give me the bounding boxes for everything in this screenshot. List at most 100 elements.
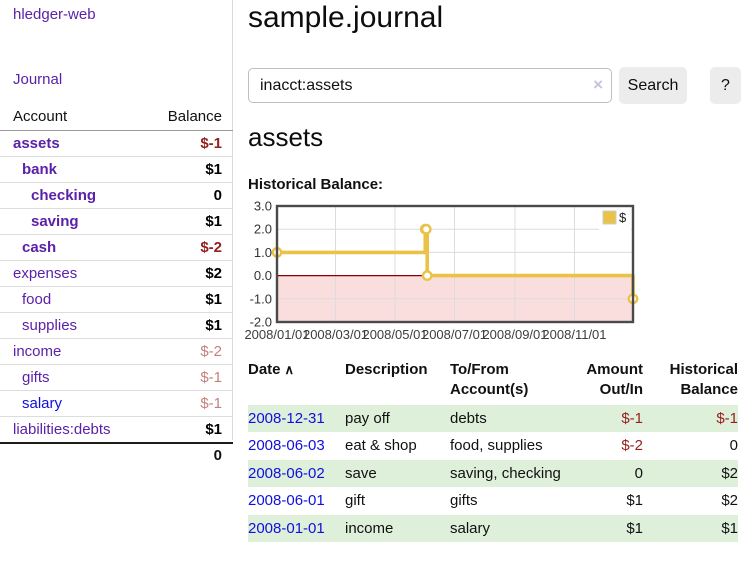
transaction-description: save bbox=[345, 464, 377, 482]
y-tick-label: -2.0 bbox=[250, 315, 272, 330]
transaction-amount: $1 bbox=[626, 519, 643, 537]
account-row: saving $1 bbox=[0, 209, 233, 235]
transaction-row: 2008-06-03 eat & shop food, supplies $-2 0 bbox=[248, 432, 738, 460]
transaction-description: income bbox=[345, 519, 394, 537]
transaction-amount: $1 bbox=[626, 492, 643, 510]
account-row: salary $-1 bbox=[0, 391, 233, 417]
register-table: Date ∧ Description To/From Account(s) Amo… bbox=[248, 358, 738, 543]
account-row: supplies $1 bbox=[0, 313, 233, 339]
transaction-accounts: salary bbox=[450, 519, 491, 537]
x-tick-label: 2008/07/01 bbox=[422, 327, 487, 342]
transaction-amount: $-1 bbox=[621, 409, 643, 427]
accounts-column-header: To/From Account(s) bbox=[450, 361, 529, 398]
sidebar-item-journal[interactable]: Journal bbox=[13, 71, 63, 88]
transaction-amount: 0 bbox=[634, 464, 643, 482]
sidebar-account-link[interactable]: saving bbox=[31, 213, 79, 230]
transaction-balance: $2 bbox=[721, 464, 738, 482]
x-tick-label: 2008/01/01 bbox=[244, 327, 309, 342]
transaction-accounts: debts bbox=[450, 409, 487, 427]
search-input-wrap: × bbox=[248, 68, 612, 103]
account-row: food $1 bbox=[0, 287, 233, 313]
register-header-row: Date ∧ Description To/From Account(s) Amo… bbox=[248, 358, 738, 405]
accounts-table: Account Balance assets $-1 bank $1 checking 0… bbox=[0, 104, 233, 468]
sidebar-account-link[interactable]: gifts bbox=[22, 369, 50, 386]
transaction-amount: $-2 bbox=[621, 437, 643, 455]
account-column-header: Account bbox=[13, 108, 68, 125]
account-balance: $1 bbox=[205, 421, 222, 438]
sidebar-account-link[interactable]: food bbox=[22, 291, 52, 308]
data-point-marker bbox=[420, 223, 432, 235]
accounts-rows: assets $-1 bank $1 checking 0 saving $1 cash $-2 e… bbox=[0, 131, 233, 442]
sidebar-account-link[interactable]: bank bbox=[22, 161, 58, 178]
transaction-date-link[interactable]: 2008-12-31 bbox=[248, 409, 325, 427]
description-column-header: Description bbox=[345, 361, 428, 378]
transaction-description: gift bbox=[345, 492, 366, 510]
account-balance: $1 bbox=[205, 317, 222, 334]
transaction-description: pay off bbox=[345, 409, 390, 427]
account-row: liabilities:debts $1 bbox=[0, 417, 233, 442]
transaction-accounts: saving, checking bbox=[450, 464, 561, 482]
sidebar-account-link[interactable]: salary bbox=[22, 395, 63, 412]
transaction-date-link[interactable]: 2008-06-02 bbox=[248, 464, 325, 482]
account-balance: $-2 bbox=[200, 239, 222, 256]
transaction-date-link[interactable]: 2008-06-03 bbox=[248, 437, 325, 455]
account-balance: $-1 bbox=[200, 135, 222, 152]
account-row: income $-2 bbox=[0, 339, 233, 365]
page-title: sample.journal bbox=[248, 1, 444, 34]
sidebar-account-link[interactable]: assets bbox=[13, 135, 60, 152]
account-balance: $-2 bbox=[200, 343, 222, 360]
accounts-total-row: 0 bbox=[0, 442, 233, 468]
sidebar: hledger-web Journal Account Balance asse… bbox=[0, 0, 233, 464]
amount-column-header: Amount Out/In bbox=[586, 361, 643, 398]
transaction-date-link[interactable]: 2008-06-01 bbox=[248, 492, 325, 510]
sidebar-account-link[interactable]: supplies bbox=[22, 317, 78, 334]
y-tick-label: 3.0 bbox=[254, 200, 272, 214]
transaction-balance: $2 bbox=[721, 492, 738, 510]
search-bar: × Search ? bbox=[248, 67, 741, 104]
search-button[interactable]: Search bbox=[619, 67, 687, 104]
clear-search-icon[interactable]: × bbox=[593, 75, 603, 94]
account-row: expenses $2 bbox=[0, 261, 233, 287]
account-row: checking 0 bbox=[0, 183, 233, 209]
transaction-balance: $1 bbox=[721, 519, 738, 537]
transaction-accounts: gifts bbox=[450, 492, 478, 510]
help-button[interactable]: ? bbox=[710, 67, 741, 104]
transaction-balance: 0 bbox=[729, 437, 738, 455]
account-balance: 0 bbox=[213, 187, 222, 204]
balance-column-header2: Historical Balance bbox=[669, 361, 738, 398]
sidebar-account-link[interactable]: expenses bbox=[13, 265, 78, 282]
transaction-row: 2008-01-01 income salary $1 $1 bbox=[248, 514, 738, 543]
transaction-balance: $-1 bbox=[716, 409, 738, 427]
y-tick-label: 2.0 bbox=[254, 222, 272, 237]
account-row: bank $1 bbox=[0, 157, 233, 183]
sidebar-account-link[interactable]: cash bbox=[22, 239, 57, 256]
account-balance: $-1 bbox=[200, 369, 222, 386]
y-tick-label: -1.0 bbox=[250, 291, 272, 306]
total-balance: 0 bbox=[213, 447, 222, 464]
account-balance: $1 bbox=[205, 161, 222, 178]
date-column-header[interactable]: Date ∧ bbox=[248, 361, 295, 378]
legend-swatch bbox=[602, 210, 617, 225]
balance-column-header: Balance bbox=[167, 108, 222, 125]
chart-title: Historical Balance: bbox=[248, 176, 384, 193]
transaction-date-link[interactable]: 2008-01-01 bbox=[248, 519, 325, 537]
account-heading: assets bbox=[248, 122, 324, 152]
app-brand-link[interactable]: hledger-web bbox=[13, 6, 96, 23]
sort-asc-icon: ∧ bbox=[284, 362, 295, 377]
x-tick-label: 2008/11/01 bbox=[542, 327, 606, 342]
sidebar-account-link[interactable]: income bbox=[13, 343, 62, 360]
historical-balance-chart: $3.0 2.0 1.0 0.0 -1.0 -2.02008/01/012008/03/0… bbox=[244, 200, 639, 342]
account-balance: $-1 bbox=[200, 395, 222, 412]
transaction-row: 2008-12-31 pay off debts $-1 $-1 bbox=[248, 404, 738, 433]
accounts-table-header: Account Balance bbox=[0, 104, 233, 131]
x-tick-label: 2008/09/01 bbox=[482, 327, 547, 342]
account-row: cash $-2 bbox=[0, 235, 233, 261]
account-balance: $1 bbox=[205, 213, 222, 230]
account-balance: $2 bbox=[205, 265, 222, 282]
y-tick-label: 1.0 bbox=[254, 245, 272, 260]
sidebar-account-link[interactable]: checking bbox=[31, 187, 97, 204]
legend-label: $ bbox=[619, 210, 627, 225]
sidebar-account-link[interactable]: liabilities:debts bbox=[13, 421, 111, 438]
search-input[interactable] bbox=[248, 68, 612, 103]
transaction-accounts: food, supplies bbox=[450, 437, 543, 455]
